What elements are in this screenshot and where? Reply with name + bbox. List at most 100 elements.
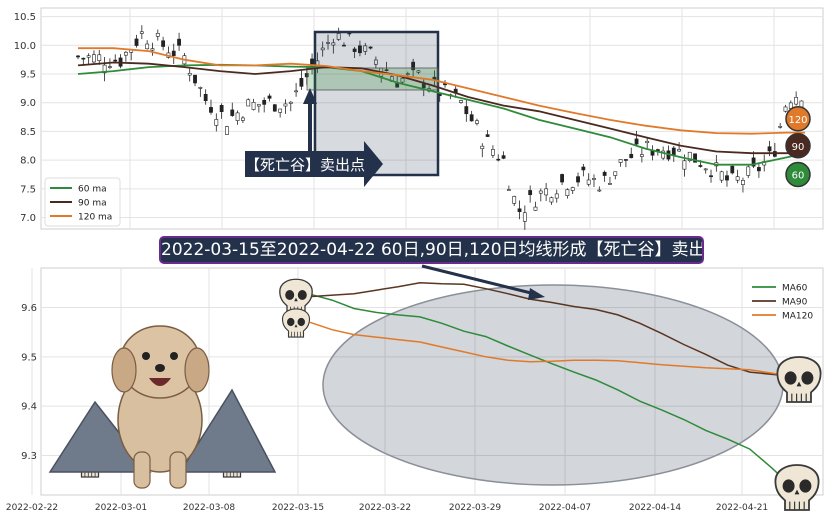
candle-body <box>608 183 612 185</box>
candle-body <box>624 159 628 161</box>
top-legend-label: 120 ma <box>78 213 112 223</box>
bottom-ytick-label: 9.5 <box>21 352 37 363</box>
dog-ear-left <box>111 347 137 393</box>
candle-body <box>565 189 570 197</box>
bottom-legend-label: MA90 <box>782 298 808 308</box>
candle-body <box>629 153 634 159</box>
highlight-ellipse <box>322 284 784 486</box>
rock-right <box>178 388 277 473</box>
top-legend-label: 60 ma <box>78 185 107 195</box>
bottom-ytick-label: 9.4 <box>21 402 37 413</box>
dog-illustration <box>111 325 210 489</box>
skull-nose <box>294 297 298 302</box>
candle-body <box>469 114 474 122</box>
dog-mouth <box>149 378 171 386</box>
skull-eye <box>285 290 295 300</box>
candle-body <box>187 72 192 76</box>
candle-body <box>294 90 299 93</box>
candle-body <box>618 159 623 163</box>
candle-body <box>719 171 724 181</box>
candle-body <box>150 48 155 51</box>
candle-body <box>475 120 479 124</box>
candle-body <box>767 146 772 152</box>
arrow-up-head <box>303 88 317 104</box>
ma-badge-label: 90 <box>792 142 805 153</box>
candle-body <box>97 54 102 61</box>
skull-4 <box>774 464 820 511</box>
candle-body <box>320 47 325 51</box>
ma-badge-90 <box>785 133 811 159</box>
candle-body <box>709 175 713 178</box>
ma-badge-60 <box>785 161 811 188</box>
candle-body <box>81 57 86 60</box>
candle-body <box>139 31 144 34</box>
candle-body <box>352 48 357 52</box>
candle-body <box>76 55 80 58</box>
candle-body <box>517 208 522 213</box>
skull-nose <box>794 489 800 495</box>
top-ytick-label: 7.5 <box>20 184 36 195</box>
ma-line-90-ma <box>77 61 805 155</box>
candle-body <box>613 171 618 176</box>
candle-body <box>171 50 176 56</box>
candle-body <box>687 151 692 162</box>
candle-body <box>155 32 160 37</box>
candle-body <box>533 206 538 211</box>
bottom-xtick-label: 2022-03-15 <box>272 503 324 513</box>
candle-body <box>251 102 256 110</box>
candle-body <box>783 106 788 112</box>
candle-body <box>145 43 150 50</box>
candle-body <box>368 46 373 49</box>
top-ytick-label: 7.0 <box>20 213 36 224</box>
candle-body <box>209 107 213 113</box>
candle-body <box>326 42 330 44</box>
candle-body <box>123 51 128 56</box>
candle-body <box>411 61 416 71</box>
candle-body <box>464 106 469 115</box>
sell-arrow-label: 【死亡谷】卖出点 <box>245 156 365 174</box>
caption-arrow-shaft <box>421 264 536 296</box>
sell-arrow <box>245 141 383 187</box>
skull-eye <box>297 290 307 300</box>
skull-eye <box>287 317 295 327</box>
skull-head <box>281 308 311 338</box>
candle-body <box>384 69 389 71</box>
skull-2 <box>281 308 311 338</box>
bottom-legend-label: MA120 <box>782 312 813 322</box>
candle-body <box>634 138 639 145</box>
candle-body <box>299 77 304 87</box>
candle-body <box>241 117 245 121</box>
candle-body <box>198 87 203 89</box>
candle-body <box>256 104 261 107</box>
candle-body <box>586 179 591 185</box>
skull-eye <box>297 317 305 327</box>
bottom-xtick-label: 2022-03-22 <box>359 503 411 513</box>
candle-body <box>496 158 501 161</box>
candle-body <box>225 126 229 135</box>
candle-body <box>735 176 740 181</box>
candle-body <box>491 149 495 156</box>
candle-body <box>794 97 799 105</box>
candle-body <box>730 165 735 174</box>
candle-body <box>283 103 288 107</box>
skull-eye <box>782 479 795 493</box>
skull-3 <box>776 356 822 403</box>
ma-badge-120 <box>785 106 811 132</box>
candle-body <box>485 134 490 137</box>
candle-body <box>741 180 745 185</box>
candle-body <box>214 119 219 126</box>
candle-body <box>592 178 596 180</box>
series-line-MA120 <box>309 321 786 376</box>
candle-body <box>459 100 463 103</box>
candle-body <box>597 189 602 192</box>
candle-body <box>358 45 362 54</box>
candle-body <box>576 176 580 183</box>
candle-body <box>799 100 804 108</box>
skull-nose <box>796 381 802 387</box>
dog-eye-right <box>170 352 178 360</box>
skull-head <box>776 356 822 403</box>
ma-line-120-ma <box>78 47 805 135</box>
skull-head <box>279 278 313 314</box>
candle-body <box>778 125 783 128</box>
